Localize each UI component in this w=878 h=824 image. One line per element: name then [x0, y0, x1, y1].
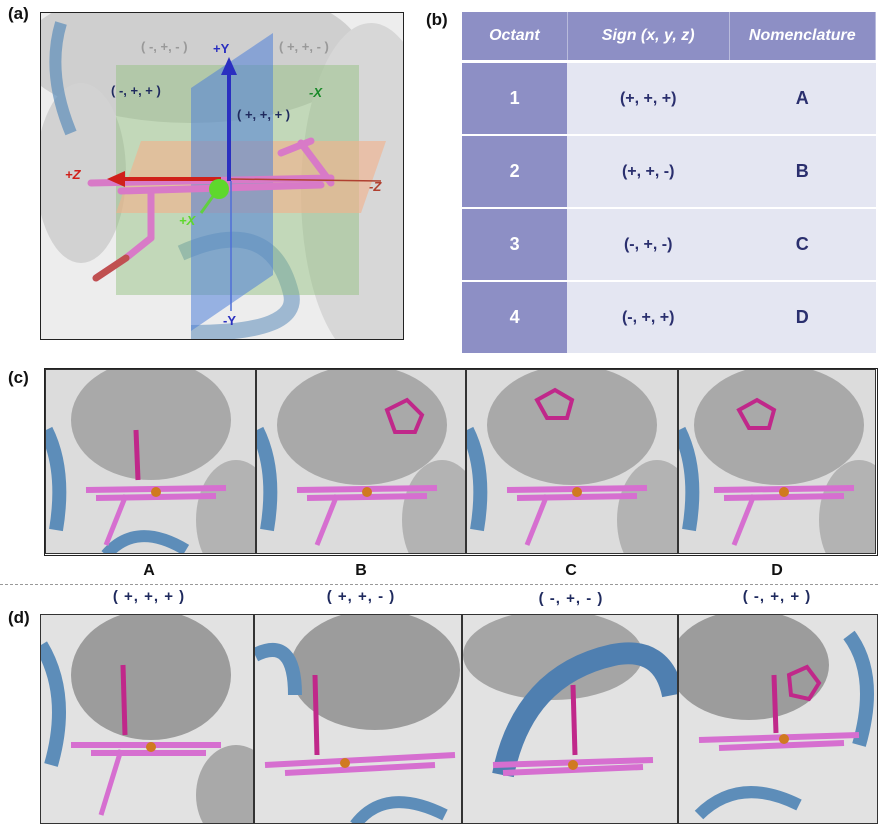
- structure-render: [257, 370, 465, 553]
- octant-cell: 3: [462, 208, 568, 282]
- octant-label-plus-plus-minus: ( +, +, - ): [279, 39, 329, 54]
- column-header-nomenclature: Nomenclature: [729, 12, 877, 63]
- nomenclature-cell: D: [729, 281, 876, 355]
- structure-render: [46, 370, 255, 553]
- structure-render: [41, 615, 253, 823]
- panel-label-c: (c): [8, 368, 29, 387]
- panel-d-strip: [40, 614, 878, 824]
- axis-label-plus-y: +Y: [213, 41, 230, 56]
- panel-label-d: (d): [8, 608, 30, 627]
- plus-y-arrowhead: [221, 57, 237, 75]
- panel-c-strip: [44, 368, 878, 556]
- structure-image-c: [466, 369, 678, 554]
- octant-table: Octant Sign (x, y, z) Nomenclature 1 (+,…: [462, 12, 877, 355]
- protein-surface-left: [41, 83, 126, 263]
- octant-illustration: [41, 13, 403, 339]
- caption-sign-b: ( +, +, - ): [326, 588, 396, 605]
- carboxylate: [92, 254, 130, 282]
- plus-z-arrowhead: [107, 171, 125, 187]
- caption-letter-b: B: [355, 562, 367, 579]
- table-row: 4 (-, +, +) D: [462, 281, 876, 355]
- table-row: 3 (-, +, -) C: [462, 208, 876, 282]
- nomenclature-cell: C: [729, 208, 876, 282]
- table-row: 1 (+, +, +) A: [462, 61, 876, 136]
- table-row: 2 (+, +, -) B: [462, 135, 876, 209]
- octant-cell: 2: [462, 135, 568, 209]
- octant-label-minus-plus-minus: ( -, +, - ): [141, 39, 188, 54]
- iron-center: [209, 179, 229, 199]
- protein-ribbon: [49, 21, 77, 136]
- caption-letter-a: A: [143, 562, 155, 579]
- protein-surface-top: [41, 13, 361, 123]
- panel-label-b: (b): [426, 10, 448, 29]
- structure-image-d-variant: [678, 614, 878, 824]
- minus-z-axis: [230, 178, 382, 182]
- octant-figure: ( -, +, - ) ( +, +, - ) ( -, +, + ) ( +,…: [40, 12, 404, 340]
- sign-cell: (-, +, +): [567, 281, 730, 355]
- structure-render: [467, 370, 677, 553]
- structure-render: [679, 370, 875, 553]
- octant-label-plus-plus-plus: ( +, +, + ): [237, 107, 291, 122]
- structure-image-c-variant: [462, 614, 678, 824]
- caption-sign-c: ( -, +, - ): [538, 590, 604, 607]
- octant-cell: 1: [462, 61, 568, 136]
- caption-sign-d: ( -, +, + ): [742, 588, 812, 605]
- structure-image-d: [678, 369, 876, 554]
- axis-label-plus-x: +X: [179, 213, 196, 228]
- axis-label-minus-x: -X: [309, 85, 322, 100]
- caption-sign-a: ( +, +, + ): [112, 588, 186, 605]
- structure-image-a: [45, 369, 256, 554]
- axis-label-minus-z: -Z: [369, 179, 382, 194]
- structure-render: [463, 615, 677, 823]
- axis-label-minus-y: -Y: [223, 313, 236, 328]
- sign-cell: (+, +, -): [567, 135, 730, 209]
- caption-letter-d: D: [771, 562, 783, 579]
- structure-image-a-variant: [40, 614, 254, 824]
- table-header-row: Octant Sign (x, y, z) Nomenclature: [462, 12, 877, 63]
- column-header-octant: Octant: [462, 12, 568, 63]
- structure-render: [679, 615, 877, 823]
- structure-image-b-variant: [254, 614, 462, 824]
- octant-label-minus-plus-plus: ( -, +, + ): [111, 83, 161, 98]
- sign-cell: (+, +, +): [567, 61, 730, 136]
- sign-cell: (-, +, -): [567, 208, 730, 282]
- nomenclature-cell: A: [729, 61, 876, 136]
- octant-cell: 4: [462, 281, 568, 355]
- panel-label-a: (a): [8, 4, 29, 23]
- nomenclature-cell: B: [729, 135, 876, 209]
- caption-letter-c: C: [565, 562, 577, 579]
- axis-label-plus-z: +Z: [65, 167, 81, 182]
- structure-image-b: [256, 369, 466, 554]
- column-header-sign: Sign (x, y, z): [567, 12, 730, 63]
- divider: [0, 584, 878, 585]
- structure-render: [255, 615, 461, 823]
